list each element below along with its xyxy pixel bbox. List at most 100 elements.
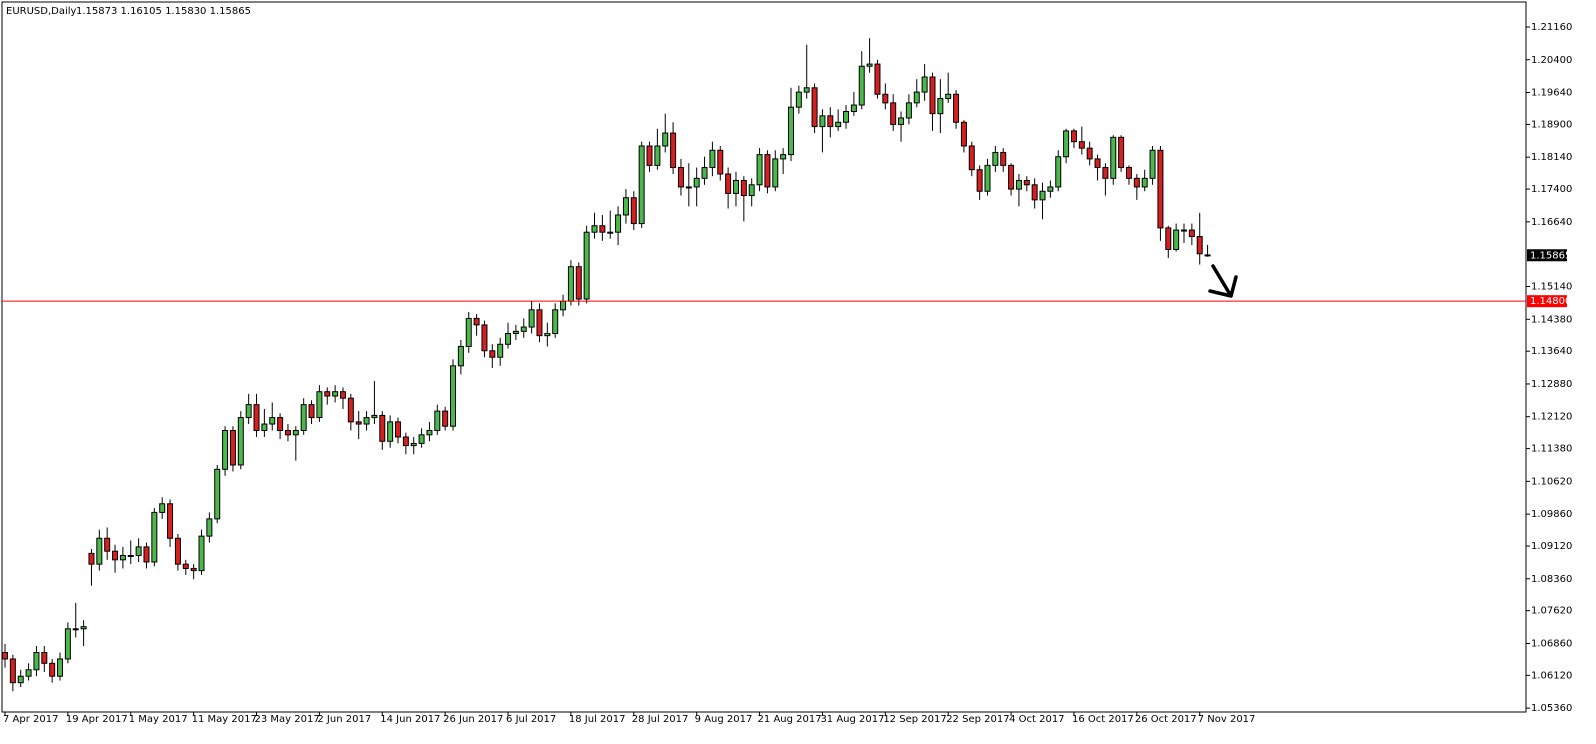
y-tick-label: 1.05360 xyxy=(1531,703,1572,714)
candle-body xyxy=(80,626,87,630)
candle-body xyxy=(866,63,873,67)
candle-body xyxy=(1055,156,1062,188)
candle-body xyxy=(575,266,582,300)
x-tick-label: 21 Aug 2017 xyxy=(758,714,822,725)
candle-body xyxy=(622,197,629,216)
candle-body xyxy=(347,397,354,423)
candle-body xyxy=(693,177,700,188)
chart-title: EURUSD,Daily xyxy=(6,6,77,17)
candle-body xyxy=(332,391,339,397)
candle-body xyxy=(159,503,166,513)
candle-body xyxy=(615,214,622,233)
candle-body xyxy=(1070,130,1077,143)
candle-body xyxy=(229,430,236,466)
x-tick-label: 26 Jun 2017 xyxy=(443,714,503,725)
candle-body xyxy=(717,149,724,175)
y-tick-label: 1.18140 xyxy=(1531,152,1572,163)
candle-body xyxy=(811,87,818,128)
candle-body xyxy=(788,106,794,156)
candle-body xyxy=(497,343,504,358)
candle-body xyxy=(882,93,889,104)
candle-body xyxy=(898,117,905,125)
level-label-box xyxy=(1527,295,1567,308)
candle-body xyxy=(1204,254,1211,257)
x-tick-label: 23 May 2017 xyxy=(255,714,320,725)
candle-body xyxy=(119,555,126,561)
candle-body xyxy=(1133,177,1140,188)
candle-body xyxy=(434,410,441,432)
candle-body xyxy=(1173,229,1180,250)
candle-body xyxy=(489,350,496,358)
candle-body xyxy=(481,324,488,352)
candle-body xyxy=(1149,149,1156,179)
candle-body xyxy=(316,391,323,419)
candle-body xyxy=(442,410,449,427)
candle-body xyxy=(913,91,920,104)
candle-body xyxy=(465,317,472,347)
candle-body xyxy=(167,503,174,539)
candle-body xyxy=(607,231,614,234)
candle-body xyxy=(567,266,574,302)
x-tick-label: 4 Oct 2017 xyxy=(1009,714,1064,725)
candle-body xyxy=(182,563,189,569)
y-tick-label: 1.19640 xyxy=(1531,88,1572,99)
candle-body xyxy=(599,225,606,233)
y-tick-label: 1.09120 xyxy=(1531,541,1572,552)
candle-body xyxy=(725,173,732,194)
candle-body xyxy=(284,430,291,436)
candle-body xyxy=(701,167,708,179)
candle-body xyxy=(921,76,928,93)
candle-body xyxy=(976,169,983,192)
candle-body xyxy=(953,93,960,123)
y-tick-label: 1.13640 xyxy=(1531,346,1572,357)
candle-body xyxy=(850,104,857,112)
candle-body xyxy=(984,164,991,192)
x-tick-label: 12 Sep 2017 xyxy=(883,714,946,725)
x-tick-label: 11 May 2017 xyxy=(192,714,257,725)
candle-body xyxy=(1015,179,1022,190)
candle-body xyxy=(1141,177,1148,188)
candle-body xyxy=(858,65,865,106)
y-tick-label: 1.17400 xyxy=(1531,184,1572,195)
candle-body xyxy=(379,414,386,442)
candle-body xyxy=(536,309,543,337)
candle-body xyxy=(324,391,331,397)
candle-body xyxy=(968,145,975,171)
candle-body xyxy=(292,430,299,436)
candle-body xyxy=(9,658,16,684)
candle-body xyxy=(214,468,221,520)
candle-body xyxy=(937,98,944,115)
x-tick-label: 22 Sep 2017 xyxy=(946,714,1009,725)
x-tick-label: 19 Apr 2017 xyxy=(66,714,128,725)
candle-body xyxy=(528,309,535,328)
candle-body xyxy=(88,552,95,565)
candle-body xyxy=(253,404,260,432)
candle-body xyxy=(237,417,244,466)
y-tick-label: 1.12880 xyxy=(1531,379,1572,390)
candle-body xyxy=(670,132,677,169)
candle-body xyxy=(1181,229,1187,232)
candle-body xyxy=(41,652,48,664)
candle-body xyxy=(17,675,24,684)
candle-body xyxy=(49,662,56,677)
y-tick-label: 1.20400 xyxy=(1531,55,1572,66)
candle-body xyxy=(104,537,111,552)
candle-body xyxy=(960,121,967,147)
y-tick-label: 1.16640 xyxy=(1531,217,1572,228)
candle-body xyxy=(544,333,551,337)
x-tick-label: 9 Aug 2017 xyxy=(695,714,753,725)
x-tick-label: 31 Aug 2017 xyxy=(820,714,884,725)
candle-body xyxy=(339,391,346,399)
candle-body xyxy=(1165,227,1172,250)
candle-body xyxy=(1039,190,1046,201)
candle-body xyxy=(363,417,370,425)
candle-body xyxy=(1047,186,1054,192)
candle-body xyxy=(151,511,158,563)
candle-body xyxy=(1086,147,1093,160)
candle-body xyxy=(1031,184,1038,201)
x-tick-label: 7 Apr 2017 xyxy=(3,714,58,725)
candle-body xyxy=(2,652,8,660)
candle-body xyxy=(1157,149,1164,229)
candle-body xyxy=(1078,141,1085,149)
